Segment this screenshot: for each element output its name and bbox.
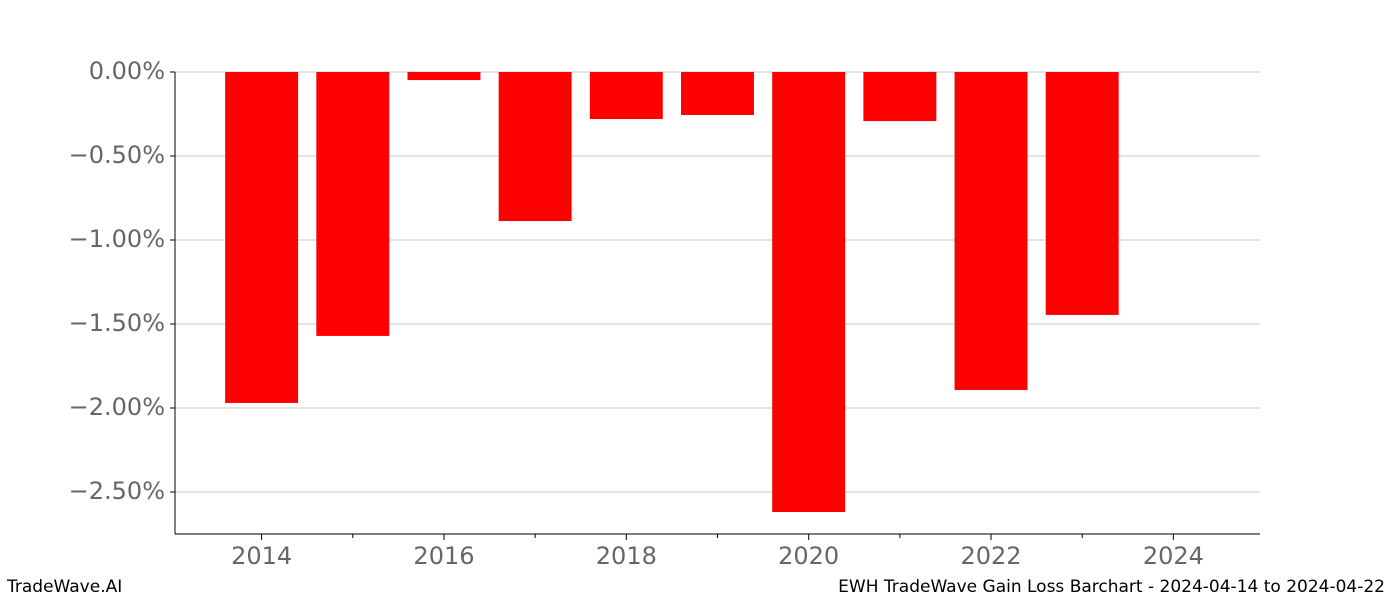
x-tick-label: 2018 <box>596 542 657 570</box>
watermark: TradeWave.AI <box>6 577 122 597</box>
x-tick-label: 2024 <box>1143 542 1204 570</box>
x-tick-label: 2014 <box>231 542 292 570</box>
bar <box>225 72 299 403</box>
chart-title: EWH TradeWave Gain Loss Barchart - 2024-… <box>838 577 1385 597</box>
y-tick-label: −1.50% <box>69 309 165 337</box>
y-tick-label: 0.00% <box>89 57 165 85</box>
x-tick-label: 2020 <box>778 542 839 570</box>
y-tick-label: −2.50% <box>69 477 165 505</box>
bar <box>954 72 1028 391</box>
bar <box>772 72 846 512</box>
bar <box>863 72 937 122</box>
bar <box>498 72 572 222</box>
x-tick-label: 2016 <box>413 542 474 570</box>
y-tick-label: −2.00% <box>69 393 165 421</box>
bar <box>1045 72 1119 315</box>
bar <box>316 72 390 336</box>
bar <box>681 72 754 116</box>
y-tick-label: −1.00% <box>69 225 165 253</box>
x-tick-label: 2022 <box>960 542 1021 570</box>
y-tick-label: −0.50% <box>69 141 165 169</box>
bar <box>589 72 663 120</box>
bar <box>407 72 481 81</box>
